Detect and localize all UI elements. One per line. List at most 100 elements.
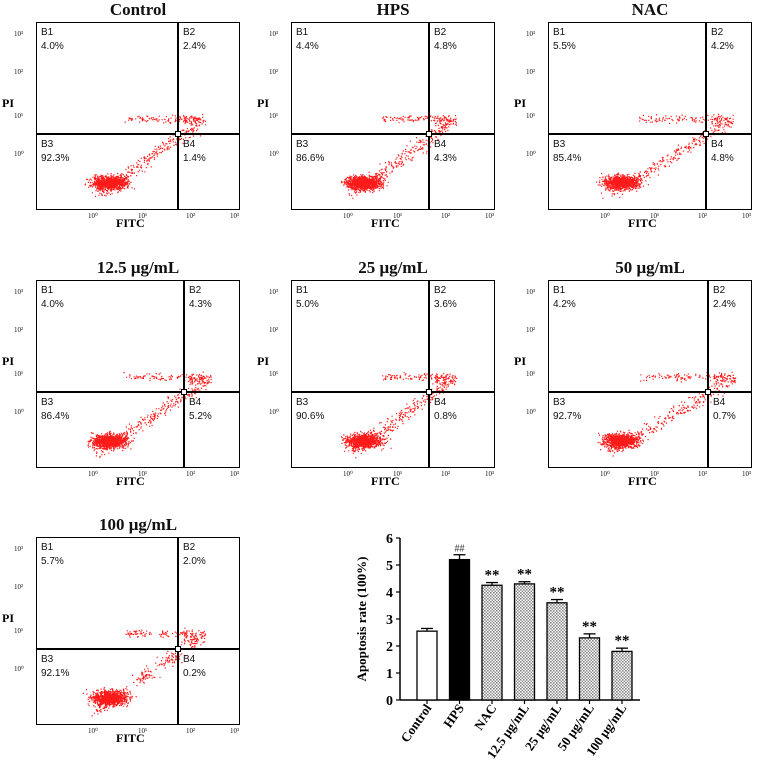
y-axis-label: PI xyxy=(257,96,269,110)
y-tick-label: 10⁰ xyxy=(526,150,536,158)
category-label: HPS xyxy=(440,701,467,730)
panel-title: 100 μg/mL xyxy=(98,515,178,534)
bar xyxy=(448,558,471,701)
quadrant-label: B4 xyxy=(189,397,202,408)
flow-panel: 12.5 μg/mL 10³ 10² 10¹ 10⁰ PI 10⁰ 10¹ 10² 10³ FITC… xyxy=(0,258,250,513)
x-tick-label: 10³ xyxy=(485,212,495,220)
vertical-gate-line xyxy=(428,23,430,209)
quadrant-label: B4 xyxy=(183,139,196,150)
x-tick-label: 10³ xyxy=(742,470,752,478)
quadrant-label: B3 xyxy=(41,654,54,665)
horizontal-gate-line xyxy=(549,391,751,393)
scatter-plot-area: B1 5.7% B2 2.0% B3 92.1% B4 0.2% xyxy=(36,537,240,725)
horizontal-gate-line xyxy=(37,391,239,393)
y-tick-label: 10¹ xyxy=(269,370,279,378)
y-tick-label: 10² xyxy=(526,326,536,334)
horizontal-gate-line xyxy=(37,648,239,650)
quadrant-label: B4 xyxy=(434,397,447,408)
x-tick-label: 10⁰ xyxy=(88,470,98,478)
panel-title: 12.5 μg/mL xyxy=(96,258,180,277)
y-tick-label: 0 xyxy=(386,694,393,709)
quadrant-label: B2 xyxy=(711,27,724,38)
x-axis-label: FITC xyxy=(371,216,400,230)
y-tick-label: 10⁰ xyxy=(269,150,279,158)
x-tick-label: 10⁰ xyxy=(600,470,610,478)
quadrant-percentage: 3.6% xyxy=(434,299,457,310)
y-tick-label: 10³ xyxy=(526,288,536,296)
quadrant-percentage: 0.8% xyxy=(434,411,457,422)
y-tick-label: 10² xyxy=(14,583,24,591)
x-tick-label: 10⁰ xyxy=(88,727,98,735)
x-tick-label: 10⁰ xyxy=(343,470,353,478)
vertical-gate-line xyxy=(707,281,709,467)
scatter-plot-area: B1 4.4% B2 4.8% B3 86.6% B4 4.3% xyxy=(291,22,495,210)
flow-panel: Control 10³ 10² 10¹ 10⁰ PI 10⁰ 10¹ 10² 10³ FITC B1 4… xyxy=(0,0,250,255)
significance-marker: ** xyxy=(550,585,565,601)
quadrant-percentage: 85.4% xyxy=(553,153,582,164)
y-tick-label: 10² xyxy=(269,326,279,334)
quadrant-label: B1 xyxy=(296,285,309,296)
bar xyxy=(513,583,536,701)
quadrant-label: B4 xyxy=(711,139,724,150)
quadrant-label: B4 xyxy=(713,397,726,408)
x-tick-label: 10³ xyxy=(485,470,495,478)
quadrant-percentage: 5.2% xyxy=(189,411,212,422)
event-points xyxy=(82,627,206,717)
y-tick-label: 10¹ xyxy=(526,112,536,120)
y-tick-label: 10¹ xyxy=(269,112,279,120)
scatter-dots xyxy=(340,372,458,459)
significance-marker: ** xyxy=(582,619,597,635)
vertical-gate-line xyxy=(177,538,179,724)
y-tick-label: 1 xyxy=(386,667,393,682)
quadrant-label: B2 xyxy=(434,27,447,38)
y-tick-label: 10² xyxy=(14,326,24,334)
y-tick-label: 10² xyxy=(14,68,24,76)
quadrant-label: B4 xyxy=(183,654,196,665)
x-tick-label: 10⁰ xyxy=(600,212,610,220)
vertical-gate-line xyxy=(183,281,185,467)
significance-marker: ** xyxy=(615,633,630,649)
x-tick-label: 10¹ xyxy=(138,470,148,478)
panel-title: 50 μg/mL xyxy=(615,258,685,277)
significance-marker: ** xyxy=(517,567,532,583)
y-tick-label: 3 xyxy=(386,613,393,628)
y-axis-label: PI xyxy=(514,96,526,110)
scatter-plot-area: B1 4.2% B2 2.4% B3 92.7% B4 0.7% xyxy=(548,280,752,468)
quadrant-percentage: 4.8% xyxy=(711,153,734,164)
y-tick-label: 10³ xyxy=(14,288,24,296)
y-tick-label: 10⁰ xyxy=(14,665,24,673)
quadrant-percentage: 92.7% xyxy=(553,411,582,422)
y-axis-label: PI xyxy=(2,611,14,625)
quadrant-label: B3 xyxy=(553,397,566,408)
x-axis-label: FITC xyxy=(116,731,145,745)
flow-panel: 100 μg/mL 10³ 10² 10¹ 10⁰ PI 10⁰ 10¹ 10² 10³ FITC B… xyxy=(0,515,250,770)
x-tick-label: 10⁰ xyxy=(88,212,98,220)
quadrant-percentage: 2.4% xyxy=(713,299,736,310)
y-tick-label: 10⁰ xyxy=(14,150,24,158)
quadrant-label: B1 xyxy=(296,27,309,38)
y-tick-label: 10¹ xyxy=(14,112,24,120)
y-axis-label: PI xyxy=(2,354,14,368)
quadrant-percentage: 4.4% xyxy=(296,41,319,52)
x-tick-label: 10³ xyxy=(230,727,240,735)
x-tick-label: 10¹ xyxy=(393,470,403,478)
quadrant-percentage: 90.6% xyxy=(296,411,325,422)
bar xyxy=(481,584,503,701)
y-tick-label: 6 xyxy=(386,532,393,547)
x-tick-label: 10⁰ xyxy=(343,212,353,220)
x-tick-label: 10³ xyxy=(230,470,240,478)
y-tick-label: 10¹ xyxy=(14,370,24,378)
x-tick-label: 10³ xyxy=(230,212,240,220)
horizontal-gate-line xyxy=(549,133,751,135)
x-axis-label: FITC xyxy=(628,474,657,488)
x-tick-label: 10² xyxy=(698,212,708,220)
x-tick-label: 10³ xyxy=(742,212,752,220)
panel-title: 25 μg/mL xyxy=(358,258,428,277)
y-tick-label: 10⁰ xyxy=(526,408,536,416)
quadrant-label: B1 xyxy=(41,542,54,553)
quadrant-label: B3 xyxy=(553,139,566,150)
scatter-dots xyxy=(596,113,734,199)
vertical-gate-line xyxy=(705,23,707,209)
scatter-plot-area: B1 5.0% B2 3.6% B3 90.6% B4 0.8% xyxy=(291,280,495,468)
y-axis-label: PI xyxy=(257,354,269,368)
